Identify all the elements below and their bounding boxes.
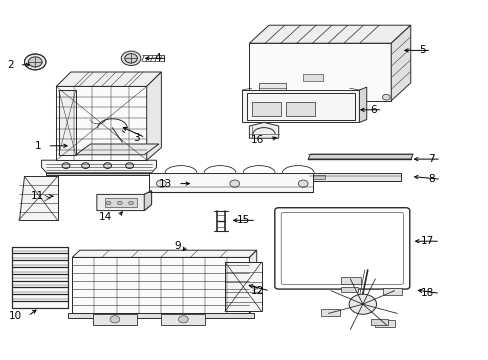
- Text: 6: 6: [369, 105, 376, 115]
- Polygon shape: [97, 191, 151, 211]
- Circle shape: [156, 180, 166, 187]
- Bar: [374, 320, 394, 327]
- Polygon shape: [144, 191, 151, 211]
- Text: 11: 11: [31, 191, 44, 201]
- Polygon shape: [41, 160, 156, 173]
- Circle shape: [382, 94, 389, 100]
- Text: 4: 4: [154, 53, 161, 63]
- Circle shape: [121, 51, 141, 66]
- Circle shape: [298, 180, 307, 187]
- Text: 3: 3: [132, 132, 139, 143]
- Circle shape: [62, 163, 70, 168]
- Text: 16: 16: [250, 135, 264, 145]
- Polygon shape: [46, 173, 156, 175]
- Text: 15: 15: [237, 215, 250, 225]
- Bar: [341, 277, 360, 284]
- Bar: [312, 175, 325, 179]
- Circle shape: [117, 201, 122, 205]
- Polygon shape: [19, 176, 58, 220]
- Circle shape: [229, 180, 239, 187]
- Polygon shape: [249, 122, 278, 138]
- Circle shape: [124, 54, 137, 63]
- Circle shape: [250, 94, 258, 100]
- Polygon shape: [59, 90, 76, 155]
- Polygon shape: [249, 250, 256, 313]
- Polygon shape: [249, 43, 390, 101]
- Polygon shape: [72, 250, 256, 257]
- Circle shape: [28, 57, 42, 67]
- Bar: [370, 319, 387, 325]
- Text: 12: 12: [250, 286, 264, 296]
- Bar: [12, 247, 68, 308]
- Polygon shape: [149, 173, 312, 192]
- Polygon shape: [68, 313, 254, 318]
- Text: 13: 13: [159, 179, 172, 189]
- Polygon shape: [76, 144, 159, 155]
- Bar: [320, 309, 340, 316]
- Text: 5: 5: [418, 45, 425, 55]
- Circle shape: [110, 316, 120, 323]
- Polygon shape: [242, 90, 359, 122]
- Text: 17: 17: [420, 236, 433, 246]
- Polygon shape: [56, 86, 146, 160]
- Bar: [303, 74, 322, 81]
- Polygon shape: [390, 25, 410, 101]
- Bar: [259, 83, 285, 94]
- Text: 10: 10: [9, 311, 22, 321]
- Bar: [251, 102, 281, 116]
- Polygon shape: [307, 154, 412, 159]
- Polygon shape: [56, 72, 161, 86]
- Polygon shape: [224, 262, 261, 311]
- Bar: [105, 198, 137, 207]
- Bar: [93, 314, 137, 325]
- Text: 18: 18: [420, 288, 433, 298]
- Circle shape: [178, 316, 188, 323]
- Polygon shape: [359, 87, 366, 122]
- Circle shape: [106, 201, 111, 205]
- Bar: [382, 288, 402, 295]
- Circle shape: [125, 163, 133, 168]
- Text: 7: 7: [427, 154, 434, 164]
- Text: 8: 8: [427, 174, 434, 184]
- Bar: [12, 247, 68, 308]
- Circle shape: [128, 201, 133, 205]
- Polygon shape: [146, 72, 161, 160]
- Circle shape: [81, 163, 89, 168]
- Bar: [161, 314, 205, 325]
- Circle shape: [103, 163, 111, 168]
- Bar: [285, 102, 315, 116]
- Text: 14: 14: [99, 212, 112, 222]
- Polygon shape: [249, 25, 410, 43]
- Text: 1: 1: [35, 141, 41, 151]
- Circle shape: [348, 294, 376, 314]
- Bar: [341, 287, 358, 292]
- Circle shape: [24, 54, 46, 70]
- Text: 9: 9: [174, 240, 181, 251]
- Polygon shape: [308, 173, 400, 181]
- Polygon shape: [72, 257, 249, 313]
- Text: 2: 2: [7, 60, 14, 70]
